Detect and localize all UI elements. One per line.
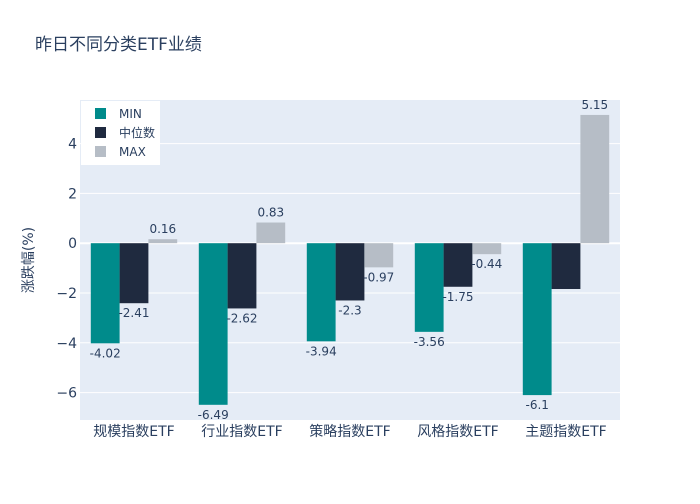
bar: [472, 243, 502, 255]
data-label: -6.1: [525, 398, 548, 412]
y-tick-label: 4: [68, 137, 77, 153]
y-tick-label: 0: [68, 236, 77, 252]
bar: [551, 243, 581, 290]
legend-label: MIN: [119, 107, 142, 121]
x-axis-ticks: 规模指数ETF 行业指数ETF 策略指数ETF 风格指数ETF 主题指数ETF: [93, 423, 606, 440]
bar: [148, 239, 178, 244]
x-tick-label: 风格指数ETF: [417, 424, 498, 440]
bar: [414, 243, 444, 332]
legend-swatch: [95, 146, 106, 157]
bar: [522, 243, 552, 396]
data-label: -0.97: [363, 270, 394, 284]
chart-title: 昨日不同分类ETF业绩: [35, 35, 202, 55]
bar: [198, 243, 228, 405]
legend-swatch: [95, 108, 106, 119]
bar: [306, 243, 336, 342]
data-label: -2.3: [338, 303, 361, 317]
y-tick-label: −2: [56, 286, 77, 302]
bar: [580, 114, 610, 244]
data-label: -1.75: [442, 290, 473, 304]
data-label: -0.44: [471, 257, 502, 271]
bar: [256, 222, 286, 244]
data-label: 0.83: [257, 206, 284, 220]
data-label: -3.94: [306, 344, 337, 358]
bar: [90, 243, 120, 344]
legend-label: 中位数: [119, 125, 155, 140]
legend-label: MAX: [119, 145, 146, 159]
x-tick-label: 策略指数ETF: [309, 423, 390, 440]
y-axis-ticks: −6 −4 −2 0 2 4: [56, 137, 77, 402]
legend-swatch: [95, 127, 106, 138]
bars: [90, 114, 610, 405]
data-label: -4.02: [90, 346, 121, 360]
x-tick-label: 主题指数ETF: [525, 424, 606, 440]
x-tick-label: 规模指数ETF: [93, 424, 174, 440]
bar: [227, 243, 257, 309]
bar: [443, 243, 473, 287]
data-label: -3.56: [414, 335, 445, 349]
value-labels: -4.02 -2.41 0.16 -6.49 -2.62 0.83 -3.94 -2.3 -0.…: [90, 98, 608, 422]
bar: [119, 243, 149, 304]
data-label: -6.49: [198, 408, 229, 422]
data-label: 5.15: [581, 98, 608, 112]
data-label: -2.41: [118, 306, 149, 320]
y-tick-label: −6: [56, 386, 77, 402]
bar: [364, 243, 394, 268]
y-axis-label: 涨跌幅(%): [21, 227, 37, 293]
data-label: -2.62: [226, 311, 257, 325]
x-tick-label: 行业指数ETF: [201, 424, 282, 440]
legend-box: [81, 101, 160, 165]
bar: [335, 243, 365, 301]
y-tick-label: 2: [68, 186, 77, 202]
data-label: 0.16: [149, 222, 176, 236]
y-tick-label: −4: [56, 336, 77, 352]
legend: MIN 中位数 MAX: [81, 101, 160, 165]
